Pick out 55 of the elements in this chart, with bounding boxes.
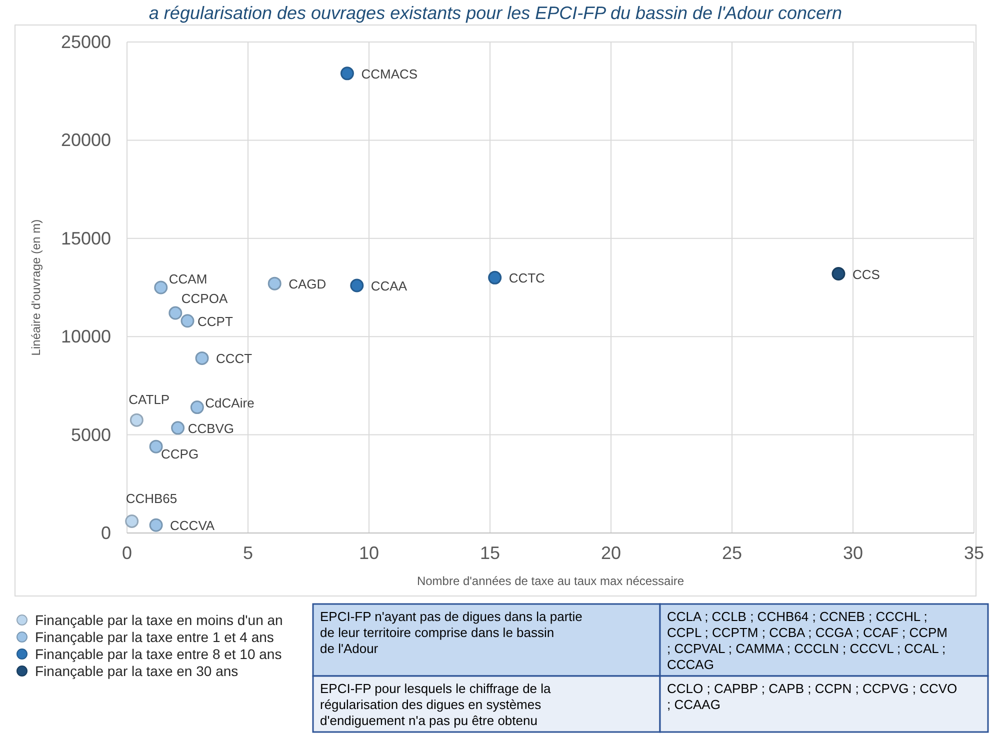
point: [190, 400, 204, 414]
x-tick-label: 15: [480, 543, 500, 563]
point: [195, 351, 209, 365]
x-axis-title: Nombre d'années de taxe au taux max nécessaire: [416, 574, 684, 588]
annotation: CCPT: [198, 314, 233, 329]
annotation: CCPOA: [181, 291, 228, 306]
annotation: CCCVA: [170, 518, 215, 534]
annotation: CCAM: [168, 272, 208, 286]
annotation: CCHB65: [126, 491, 178, 506]
legend-label: Finançable par la taxe en moins d'un an: [35, 612, 283, 628]
text: EPCI-FP n'ayant pas de digues dans la partie de leur territoire comprise dans le bassin de l'Adour: [320, 609, 582, 656]
point: [149, 440, 163, 454]
y-tick-label: 0: [100, 523, 111, 543]
point: [130, 413, 144, 427]
annotation: CCBVG: [188, 420, 234, 436]
y-tick-label: 25000: [60, 32, 111, 52]
annotation: CATLP: [128, 392, 170, 408]
point: [488, 270, 502, 284]
legend-label: Finançable par la taxe entre 1 et 4 ans: [35, 629, 274, 645]
y-axis-title: Linéaire d'ouvrage (en m): [29, 219, 43, 356]
text: EPCI-FP pour lesquels le chiffrage de la régularisation des digues en systèmes d'endiguement n'a pas pu être obtenu: [320, 681, 552, 728]
x-tick-label: 35: [964, 543, 984, 563]
y-tick-label: 20000: [60, 130, 111, 150]
point: [340, 66, 354, 80]
point: [125, 514, 139, 528]
annotation: CCAA: [370, 278, 408, 294]
point: [171, 421, 185, 435]
legend-label: Finançable par la taxe en 30 ans: [35, 663, 238, 679]
x-tick-label: 10: [358, 543, 380, 563]
text: CCLO ; CAPBP ; CAPB ; CCPN ; CCPVG ; CCVO ; CCAAG: [667, 681, 958, 712]
point: [832, 267, 846, 280]
annotation: CCCT: [216, 351, 252, 366]
x-tick-label: 25: [722, 543, 742, 563]
y-tick-label: 15000: [60, 228, 111, 248]
x-tick-label: 30: [842, 543, 864, 563]
legend-label: Finançable par la taxe entre 8 et 10 ans: [35, 646, 282, 662]
annotation: CdCAire: [205, 395, 254, 410]
text: CCLA ; CCLB ; CCHB64 ; CCNEB ; CCCHL ; CCPL ; CCPTM ; CCBA ; CCGA ; CCAF ; CCPM ; CCPVAL ; CAMMA ; CCCLN ; CCCVL ; CCAL ; CCCAG: [667, 609, 948, 672]
x-tick-label: 5: [242, 543, 254, 563]
point: [350, 278, 364, 292]
annotation: CCS: [852, 266, 880, 282]
annotation: CAGD: [288, 276, 326, 292]
annotation: CCPG: [161, 446, 199, 462]
point: [149, 518, 163, 532]
point: [168, 306, 182, 320]
point: [154, 280, 168, 294]
point: [180, 314, 194, 328]
chart-title: a régularisation des ouvrages existants pour les EPCI-FP du bassin de l'Adour concern: [148, 3, 842, 23]
x-tick-label: 20: [600, 543, 622, 563]
point: [268, 276, 282, 290]
annotation: CCTC: [508, 270, 545, 286]
y-tick-label: 10000: [60, 326, 111, 347]
x-tick-label: 0: [122, 543, 132, 563]
annotation: CCMACS: [361, 66, 418, 82]
y-tick-label: 5000: [70, 424, 111, 445]
